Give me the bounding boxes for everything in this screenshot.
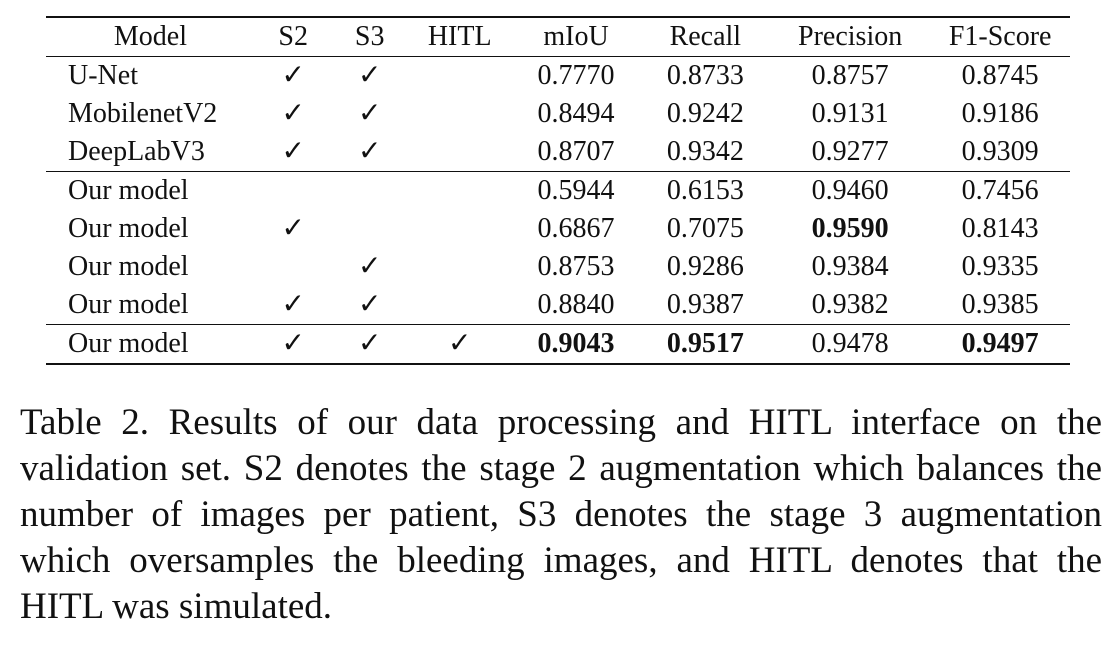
recall-cell: 0.9242	[666, 98, 744, 129]
precision-cell: 0.8757	[811, 60, 889, 91]
final-group: Our model ✓ ✓ ✓ 0.9043 0.9517 0.9478 0.9…	[46, 324, 1070, 365]
model-cell: DeepLabV3	[46, 133, 255, 172]
header-miou: mIoU	[511, 16, 641, 57]
precision-cell: 0.9277	[769, 133, 931, 172]
recall-cell: 0.9387	[640, 286, 770, 325]
model-cell: Our model	[46, 286, 255, 325]
header-row: Model S2 S3 HITL mIoU Recall Precision F…	[46, 16, 1070, 57]
miou-cell-best: 0.9043	[511, 324, 641, 365]
hitl-check	[408, 95, 511, 133]
model-cell: Our model	[68, 213, 189, 244]
header-s2: S2	[254, 16, 332, 57]
hitl-check	[408, 248, 511, 286]
table-header: Model S2 S3 HITL mIoU Recall Precision F…	[46, 16, 1070, 57]
miou-cell: 0.8707	[511, 133, 641, 172]
f1-cell: 0.9309	[930, 133, 1070, 172]
table-row: DeepLabV3 ✓ ✓ 0.8707 0.9342 0.9277 0.930…	[46, 133, 1070, 172]
model-cell: Our model	[68, 175, 189, 206]
precision-cell: 0.9131	[811, 98, 889, 129]
hitl-check: ✓	[407, 324, 512, 365]
s2-check	[255, 172, 332, 211]
results-table-container: Model S2 S3 HITL mIoU Recall Precision F…	[46, 16, 1070, 365]
f1-cell: 0.9186	[961, 98, 1039, 129]
hitl-check	[408, 210, 511, 248]
s2-check: ✓	[281, 213, 305, 244]
model-cell: U-Net	[68, 60, 138, 91]
model-cell: MobilenetV2	[68, 98, 218, 129]
s2-check: ✓	[254, 133, 332, 172]
s3-check: ✓	[331, 286, 408, 325]
s2-check: ✓	[281, 60, 305, 91]
table-row: Our model ✓ ✓ ✓ 0.9043 0.9517 0.9478 0.9…	[46, 324, 1070, 365]
s2-check: ✓	[254, 324, 332, 365]
miou-cell: 0.5944	[537, 175, 615, 206]
table-row: Our model ✓ 0.6867 0.7075 0.9590 0.8143	[46, 210, 1070, 248]
f1-cell: 0.8745	[961, 60, 1039, 91]
recall-cell: 0.9342	[640, 133, 770, 172]
table-row: Our model 0.5944 0.6153 0.9460 0.7456	[46, 172, 1070, 211]
hitl-check	[408, 172, 511, 211]
precision-cell: 0.9382	[769, 286, 931, 325]
s3-check: ✓	[357, 60, 382, 91]
hitl-check	[408, 57, 511, 96]
miou-cell: 0.8840	[511, 286, 641, 325]
header-s3: S3	[331, 16, 408, 57]
recall-cell: 0.7075	[666, 213, 744, 244]
recall-cell-best: 0.9517	[640, 324, 770, 365]
baseline-group: U-Net ✓ ✓ 0.7770 0.8733 0.8757 0.8745 Mo…	[46, 57, 1070, 172]
table-row: U-Net ✓ ✓ 0.7770 0.8733 0.8757 0.8745	[46, 57, 1070, 96]
table-caption: Table 2. Results of our data processing …	[20, 402, 1102, 627]
model-cell: Our model	[68, 251, 189, 282]
recall-cell: 0.9286	[666, 251, 744, 282]
hitl-check	[407, 286, 512, 325]
miou-cell: 0.7770	[537, 60, 615, 91]
recall-cell: 0.6153	[666, 175, 744, 206]
s3-check: ✓	[357, 251, 382, 282]
miou-cell: 0.6867	[537, 213, 615, 244]
f1-cell: 0.9335	[961, 251, 1039, 282]
model-cell: Our model	[46, 324, 255, 365]
precision-cell: 0.9460	[811, 175, 889, 206]
header-model: Model	[46, 16, 255, 57]
s3-check	[331, 210, 408, 248]
precision-cell-best: 0.9590	[811, 213, 889, 244]
header-recall: Recall	[640, 16, 770, 57]
header-hitl: HITL	[407, 16, 512, 57]
miou-cell: 0.8494	[537, 98, 615, 129]
f1-cell: 0.8143	[961, 213, 1039, 244]
miou-cell: 0.8753	[537, 251, 615, 282]
hitl-check	[407, 133, 512, 172]
f1-cell-best: 0.9497	[930, 324, 1070, 365]
header-f1: F1-Score	[930, 16, 1070, 57]
s3-check: ✓	[357, 98, 382, 129]
header-precision: Precision	[769, 16, 931, 57]
s2-check: ✓	[281, 98, 305, 129]
table-row: Our model ✓ ✓ 0.8840 0.9387 0.9382 0.938…	[46, 286, 1070, 325]
recall-cell: 0.8733	[666, 60, 744, 91]
s3-check: ✓	[331, 133, 408, 172]
table-row: Our model ✓ 0.8753 0.9286 0.9384 0.9335	[46, 248, 1070, 286]
f1-cell: 0.9385	[930, 286, 1070, 325]
s3-check	[331, 172, 408, 211]
table-row: MobilenetV2 ✓ ✓ 0.8494 0.9242 0.9131 0.9…	[46, 95, 1070, 133]
precision-cell: 0.9384	[811, 251, 889, 282]
s2-check	[255, 248, 332, 286]
results-table: Model S2 S3 HITL mIoU Recall Precision F…	[46, 16, 1070, 365]
precision-cell: 0.9478	[769, 324, 931, 365]
ablation-group: Our model 0.5944 0.6153 0.9460 0.7456 Ou…	[46, 172, 1070, 325]
s3-check: ✓	[331, 324, 408, 365]
s2-check: ✓	[254, 286, 332, 325]
f1-cell: 0.7456	[961, 175, 1039, 206]
